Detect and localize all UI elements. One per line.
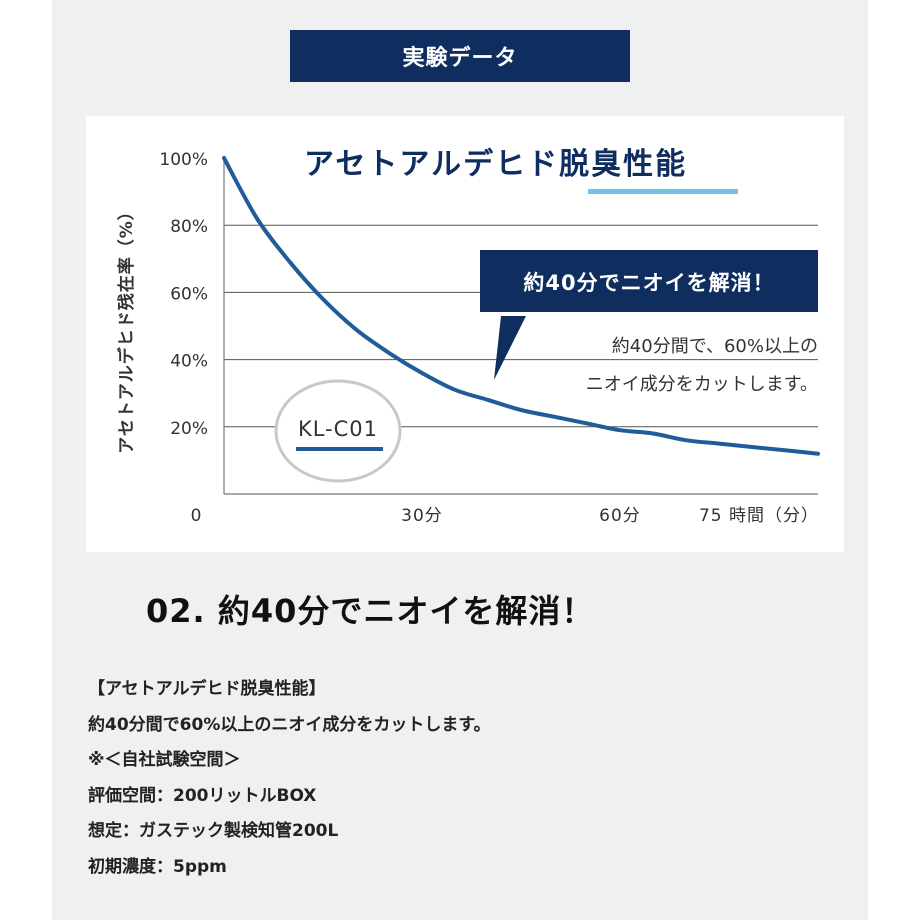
- y-tick-label: 40%: [170, 352, 208, 372]
- y-tick-label: 60%: [170, 284, 208, 304]
- y-tick-label: 80%: [170, 217, 208, 237]
- callout-note-line2: ニオイ成分をカットします。: [586, 374, 818, 395]
- legend-ellipse: [274, 379, 402, 483]
- chart-panel: 100% 80% 60% 40% 20% 0 30分 60分 75 時間（分） アセトアルデヒド残…: [86, 116, 844, 552]
- description-line: ※＜自社試験空間＞: [88, 750, 241, 770]
- description-line: 初期濃度：5ppm: [88, 856, 227, 877]
- description-line: 想定：ガステック製検知管200L: [88, 821, 339, 841]
- description-block: 【アセトアルデヒド脱臭性能】 約40分間で60%以上のニオイ成分をカットします。…: [88, 672, 828, 885]
- experiment-data-label: 実験データ: [402, 46, 518, 71]
- experiment-data-badge: 実験データ: [290, 30, 630, 82]
- series-line-kl-c01: [222, 156, 820, 456]
- x-tick-label: 75 時間（分）: [699, 506, 819, 526]
- series-layer: [222, 156, 820, 456]
- callout-note-line1: 約40分間で、60%以上の: [612, 336, 818, 357]
- chart-title-part2: 脱臭性能: [559, 147, 687, 182]
- y-axis-title: アセトアルデヒド残在率（%）: [116, 202, 137, 454]
- x-tick-label: 30分: [401, 506, 443, 526]
- x-origin-label: 0: [191, 506, 202, 526]
- callout-box: [480, 250, 818, 312]
- x-tick-label: 60分: [599, 506, 641, 526]
- y-tick-label: 20%: [170, 419, 208, 439]
- section-heading: 02. 約40分でニオイを解消！: [146, 592, 595, 630]
- callout-pointer: [494, 316, 526, 380]
- axis-layer: 100% 80% 60% 40% 20% 0 30分 60分 75 時間（分） アセトアルデヒド残…: [116, 150, 819, 526]
- description-line: 【アセトアルデヒド脱臭性能】: [88, 679, 326, 699]
- title-underline-accent: [588, 189, 738, 194]
- callout-label: 約40分でニオイを解消！: [523, 271, 774, 295]
- description-line: 評価空間：200リットルBOX: [88, 785, 317, 806]
- legend-label: KL-C01: [298, 417, 378, 441]
- chart-title: アセトアルデヒド脱臭性能: [304, 147, 687, 182]
- y-tick-label: 100%: [159, 150, 208, 170]
- chart-title-part1: アセトアルデヒド: [304, 147, 559, 182]
- description-line: 約40分間で60%以上のニオイ成分をカットします。: [88, 714, 491, 735]
- deodorization-chart: 100% 80% 60% 40% 20% 0 30分 60分 75 時間（分） アセトアルデヒド残…: [116, 147, 820, 526]
